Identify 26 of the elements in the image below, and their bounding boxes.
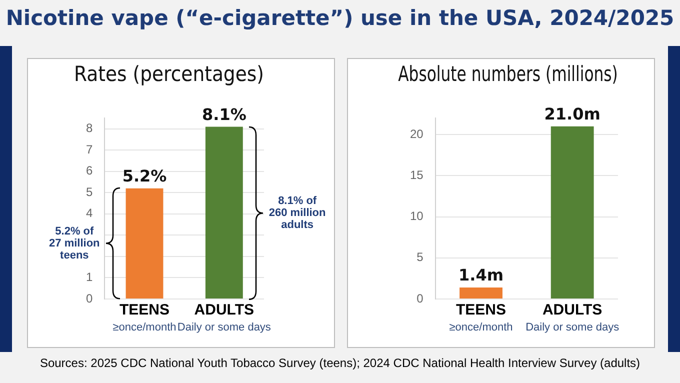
x-tick-label: TEENS ≥once/month — [449, 302, 513, 334]
text: Nicotine vape (“e-cigarette”) use in the USA, 2024/2025 — [4, 6, 676, 30]
y-tick-label: 1 — [86, 270, 93, 284]
chart-title: Rates (percentages) — [74, 62, 264, 86]
x-tick-label: ADULTS Daily or some days — [526, 302, 620, 334]
y-tick-label: 15 — [410, 168, 424, 182]
text: 5.2% of 27 million teens — [49, 226, 100, 262]
data-label: 8.1% — [202, 104, 246, 124]
y-tick-label: 20 — [410, 126, 424, 141]
data-label: 1.4m — [458, 266, 504, 285]
y-tick-label: 5 — [86, 184, 93, 199]
x-tick-label: ADULTS Daily or some days — [177, 302, 272, 334]
text: 8.1% of 260 million adults — [268, 194, 326, 231]
data-label: 21.0m — [544, 104, 600, 124]
y-tick-label: 7 — [86, 142, 93, 156]
y-tick-label: 6 — [86, 164, 93, 178]
data-label: 5.2% — [122, 166, 167, 186]
chart-title: Absolute numbers (millions) — [398, 62, 618, 87]
y-tick-label: 0 — [86, 291, 93, 306]
y-tick-label: 4 — [86, 206, 93, 220]
source-note: Sources: 2025 CDC National Youth Tobacco Survey (teens); 2024 CDC National Health Interview Survey (adults) — [38, 356, 642, 370]
y-tick-label: 5 — [416, 250, 424, 264]
y-tick-label: 0 — [416, 291, 424, 306]
y-tick-label: 8 — [86, 121, 93, 136]
y-tick-label: 10 — [410, 209, 424, 224]
x-tick-label: TEENS ≥once/month — [112, 302, 176, 334]
